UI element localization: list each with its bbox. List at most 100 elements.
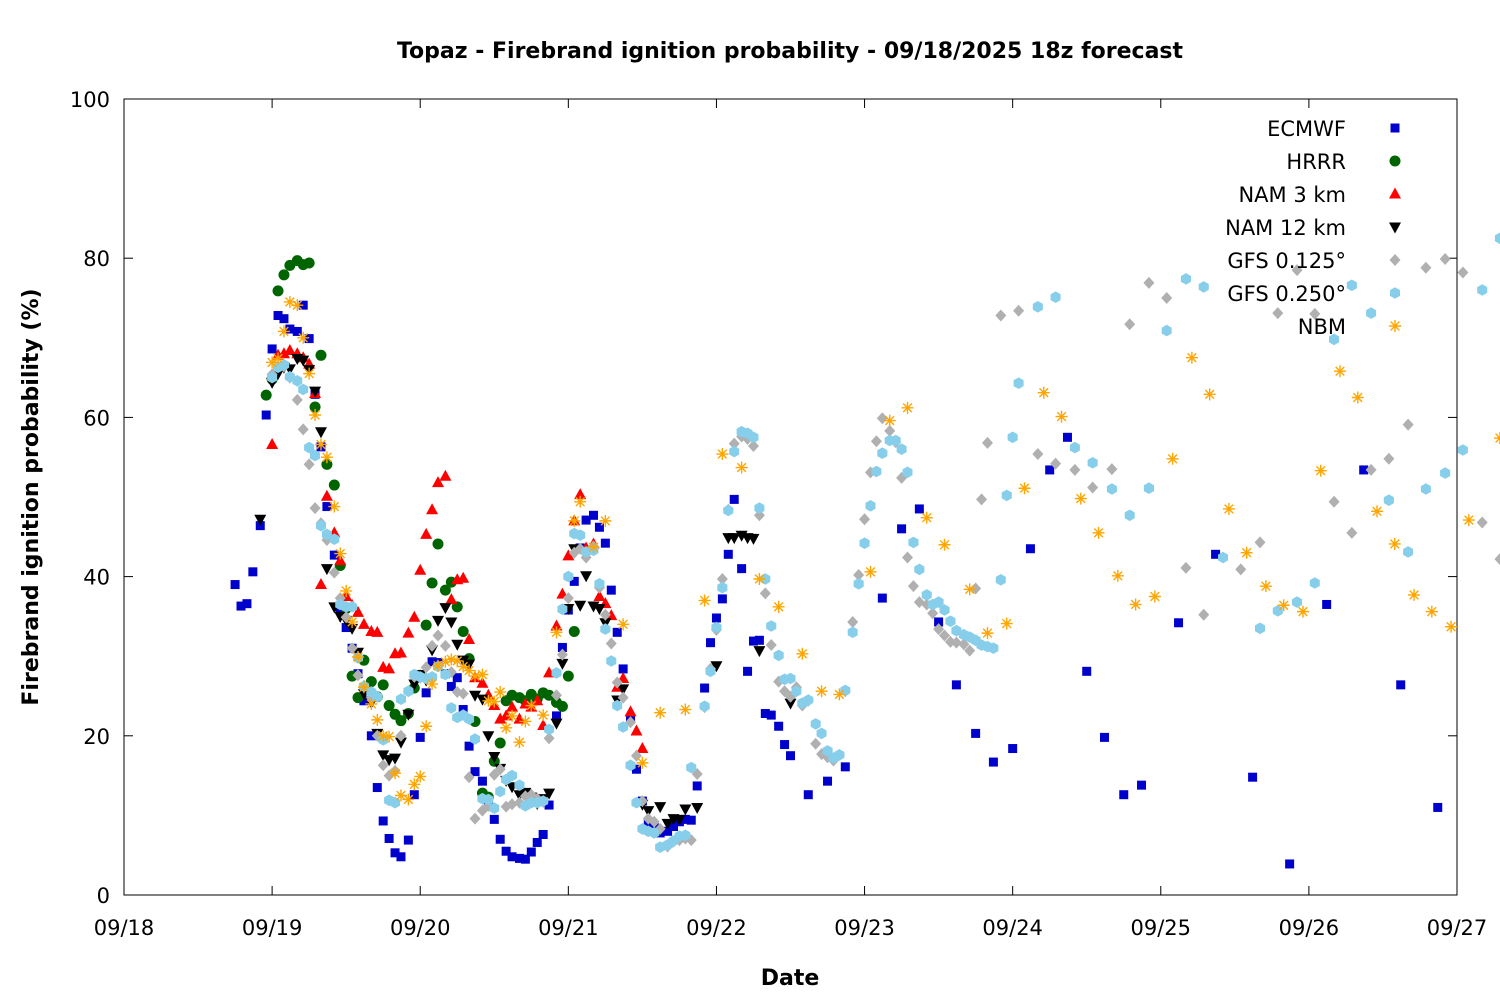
data-point [759, 587, 771, 600]
data-point [283, 295, 296, 308]
legend-label: ECMWF [1267, 117, 1346, 141]
data-point [692, 781, 702, 791]
data-point [352, 650, 365, 663]
data-point [1254, 536, 1266, 549]
data-point [1383, 494, 1394, 506]
data-point [520, 854, 530, 864]
data-point [1277, 599, 1290, 612]
legend-label: NAM 12 km [1225, 216, 1346, 240]
plot-frame [123, 98, 1458, 896]
data-point [366, 731, 376, 741]
data-point [834, 749, 845, 761]
data-point [1013, 377, 1024, 389]
data-point [272, 285, 284, 297]
data-point [1425, 605, 1438, 618]
data-point [859, 537, 870, 549]
data-point [395, 715, 407, 727]
data-point [1143, 482, 1154, 494]
data-point [328, 566, 340, 579]
data-point [1037, 386, 1050, 399]
data-point [328, 500, 341, 513]
x-tick-label: 09/23 [834, 916, 895, 940]
data-point [981, 436, 993, 449]
data-point [439, 584, 451, 596]
y-tick-label: 60 [83, 406, 110, 430]
data-point [544, 800, 554, 810]
data-point [266, 356, 279, 369]
data-point [753, 646, 766, 658]
data-point [971, 728, 981, 738]
data-point [507, 769, 518, 782]
data-point [334, 554, 347, 566]
data-point [562, 592, 574, 605]
data-point [261, 410, 271, 420]
data-point [606, 585, 616, 595]
data-point [599, 514, 612, 527]
data-point [1007, 431, 1018, 444]
data-point [526, 847, 536, 857]
data-point [439, 639, 451, 652]
data-point [1346, 279, 1357, 292]
data-point [488, 768, 500, 781]
data-point [914, 504, 924, 514]
data-point [396, 852, 406, 862]
data-point [995, 574, 1006, 586]
series-nam-12-km [254, 353, 797, 830]
data-point [803, 694, 814, 706]
data-point [594, 522, 604, 532]
data-point [1161, 324, 1172, 337]
data-point [1440, 467, 1451, 479]
data-point [506, 798, 518, 811]
data-point [933, 596, 944, 608]
data-point [278, 269, 290, 281]
data-point [537, 709, 550, 722]
data-point [747, 440, 759, 453]
data-point [1402, 418, 1414, 431]
data-point [939, 629, 951, 642]
data-point [389, 767, 402, 780]
data-point [958, 638, 970, 651]
data-point [506, 709, 519, 722]
data-point [500, 721, 513, 734]
data-point [457, 687, 469, 700]
data-point [995, 309, 1007, 322]
data-point [617, 618, 630, 631]
data-point [1365, 463, 1377, 476]
data-point [329, 550, 339, 560]
data-point [309, 401, 321, 413]
data-point [357, 617, 370, 629]
data-point [1069, 463, 1081, 476]
data-point [446, 681, 456, 691]
data-point [464, 741, 474, 751]
data-point [463, 771, 475, 784]
data-point [1420, 483, 1431, 495]
data-point [383, 662, 396, 674]
data-point [1203, 388, 1216, 401]
data-point [901, 401, 914, 414]
data-point [1137, 780, 1147, 790]
data-point [723, 549, 733, 559]
data-point [600, 538, 610, 548]
data-point [439, 469, 452, 481]
data-point [377, 750, 390, 762]
data-point [340, 584, 353, 597]
data-point [698, 594, 711, 607]
legend-marker [1390, 287, 1400, 299]
data-point [654, 706, 667, 719]
data-point [1211, 549, 1221, 559]
data-point [642, 806, 655, 818]
data-point [706, 638, 716, 648]
data-point [562, 670, 574, 682]
data-point [334, 547, 347, 560]
data-point [292, 375, 303, 387]
data-point [1013, 304, 1025, 317]
data-point [451, 639, 464, 651]
data-point [988, 642, 999, 654]
data-point [1087, 457, 1098, 469]
data-point [605, 637, 617, 650]
data-point [551, 711, 561, 721]
data-point [945, 615, 956, 627]
data-point [1346, 526, 1358, 539]
data-point [686, 761, 697, 774]
